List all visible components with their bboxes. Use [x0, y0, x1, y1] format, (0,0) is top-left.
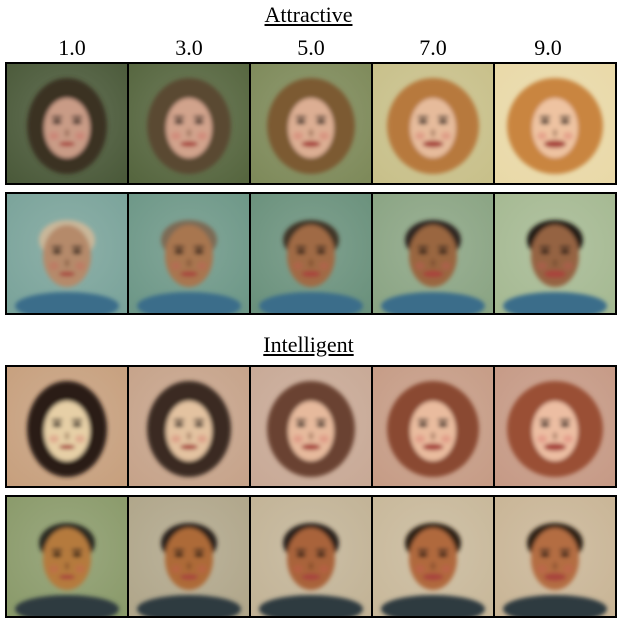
face-image [493, 495, 617, 618]
face-image [127, 495, 251, 618]
face-image [249, 495, 373, 618]
column-label: 5.0 [297, 35, 325, 60]
face-image [371, 495, 495, 618]
face-image [493, 365, 617, 488]
face-image [249, 62, 373, 185]
face-image [5, 365, 129, 488]
face-image [5, 62, 129, 185]
face-row [5, 495, 617, 618]
face-image [127, 62, 251, 185]
face-image [5, 495, 129, 618]
face-image [249, 192, 373, 315]
column-label: 1.0 [58, 35, 86, 60]
face-row [5, 62, 617, 185]
face-row [5, 365, 617, 488]
column-label: 3.0 [175, 35, 203, 60]
face-image [371, 192, 495, 315]
face-image [371, 62, 495, 185]
face-row [5, 192, 617, 315]
section-title-attractive: Attractive [264, 2, 353, 27]
face-image [249, 365, 373, 488]
face-image [493, 62, 617, 185]
face-image [127, 192, 251, 315]
face-image [371, 365, 495, 488]
face-image [5, 192, 129, 315]
section-title-intelligent: Intelligent [263, 332, 354, 357]
face-image [493, 192, 617, 315]
face-image [127, 365, 251, 488]
column-label: 9.0 [534, 35, 562, 60]
column-label: 7.0 [419, 35, 447, 60]
